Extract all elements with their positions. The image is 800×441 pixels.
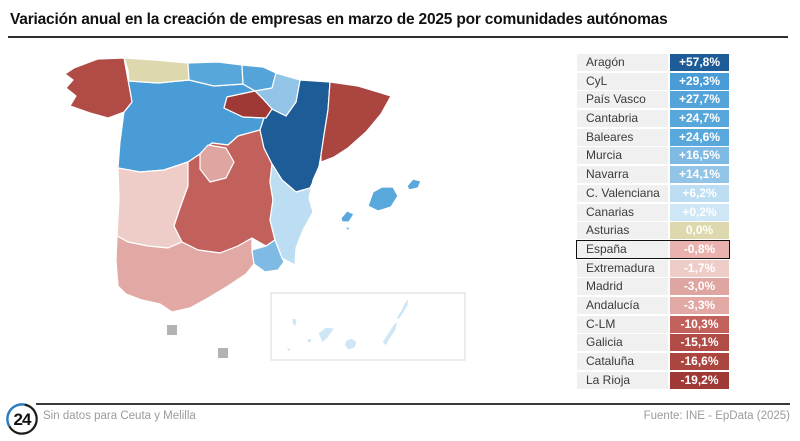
region-cataluna <box>320 81 392 163</box>
region-asturias <box>123 57 190 84</box>
region-label: Cataluña <box>577 353 668 370</box>
table-row: Cantabria +24,7% <box>577 110 729 128</box>
table-row: C. Valenciana +6,2% <box>577 184 729 202</box>
region-label: Asturias <box>577 222 668 240</box>
table-row: CyL +29,3% <box>577 72 729 90</box>
region-value: -16,6% <box>670 353 729 370</box>
source-credit: Fuente: INE - EpData (2025) <box>643 410 790 422</box>
logo-arc-blue <box>6 403 25 427</box>
region-value: +16,5% <box>670 147 729 165</box>
region-value: -3,3% <box>670 296 729 314</box>
region-label: CyL <box>577 72 668 90</box>
region-value: 0,0% <box>670 222 729 240</box>
region-andalucia <box>115 235 255 313</box>
region-label: La Rioja <box>577 371 668 389</box>
region-label: Baleares <box>577 128 668 146</box>
table-row: España -0,8% <box>576 239 730 259</box>
logo-number: 24 <box>13 410 32 429</box>
region-murcia <box>251 239 285 273</box>
region-label: C. Valenciana <box>577 184 668 202</box>
region-madrid <box>199 144 235 183</box>
table-row: Galicia -15,1% <box>577 334 729 352</box>
region-label: Navarra <box>577 166 668 184</box>
region-value: -0,8% <box>670 240 729 258</box>
region-value: -19,2% <box>670 371 729 389</box>
region-la-rioja <box>223 90 273 119</box>
region-value: +14,1% <box>670 166 729 184</box>
footer-divider <box>36 403 790 405</box>
region-c-valenciana <box>269 161 322 266</box>
canarias-inset-box <box>270 292 466 361</box>
ceuta-marker <box>167 325 177 335</box>
region-value: -3,0% <box>670 278 729 296</box>
title-divider <box>8 36 788 38</box>
table-row: Cataluña -16,6% <box>577 353 729 370</box>
la24-logo: 24 <box>6 403 38 435</box>
page-title: Variación anual en la creación de empres… <box>10 11 668 28</box>
region-extremadura <box>116 161 189 249</box>
region-value: -15,1% <box>670 334 729 352</box>
table-row: País Vasco +27,7% <box>577 91 729 109</box>
table-row: Baleares +24,6% <box>577 128 729 146</box>
region-label: País Vasco <box>577 91 668 109</box>
region-value: +6,2% <box>670 184 729 202</box>
table-row: C-LM -10,3% <box>577 315 729 333</box>
region-baleares <box>340 178 422 232</box>
region-canarias <box>285 296 410 353</box>
melilla-marker <box>218 348 228 358</box>
table-row: Canarias +0,2% <box>577 203 729 221</box>
table-row: Madrid -3,0% <box>577 278 729 296</box>
region-label: C-LM <box>577 315 668 333</box>
region-label: Cantabria <box>577 110 668 128</box>
region-label: España <box>577 240 668 258</box>
region-label: Andalucía <box>577 296 668 314</box>
region-value: +24,6% <box>670 128 729 146</box>
region-label: Extremadura <box>577 259 668 277</box>
region-galicia <box>64 57 133 119</box>
table-row: Asturias 0,0% <box>577 222 729 240</box>
no-data-note: Sin datos para Ceuta y Melilla <box>43 410 196 422</box>
region-label: Madrid <box>577 278 668 296</box>
region-table: Aragón +57,8% CyL +29,3% País Vasco +27,7% Can… <box>576 54 730 389</box>
region-label: Murcia <box>577 147 668 165</box>
table-row: Andalucía -3,3% <box>577 296 729 314</box>
spain-choropleth-map <box>64 57 466 361</box>
table-row: Extremadura -1,7% <box>577 259 729 277</box>
logo-arc-dark <box>8 403 38 435</box>
region-value: -1,7% <box>670 259 729 277</box>
spain-map-container <box>60 50 560 390</box>
table-row: La Rioja -19,2% <box>577 371 729 389</box>
region-label: Aragón <box>577 54 668 71</box>
region-label: Galicia <box>577 334 668 352</box>
region-value: +29,3% <box>670 72 729 90</box>
region-label: Canarias <box>577 203 668 221</box>
region-value: +24,7% <box>670 110 729 128</box>
region-value: +27,7% <box>670 91 729 109</box>
table-row: Aragón +57,8% <box>577 54 729 71</box>
region-value: +57,8% <box>670 54 729 71</box>
table-row: Murcia +16,5% <box>577 147 729 165</box>
table-row: Navarra +14,1% <box>577 166 729 184</box>
region-value: +0,2% <box>670 203 729 221</box>
region-value: -10,3% <box>670 315 729 333</box>
